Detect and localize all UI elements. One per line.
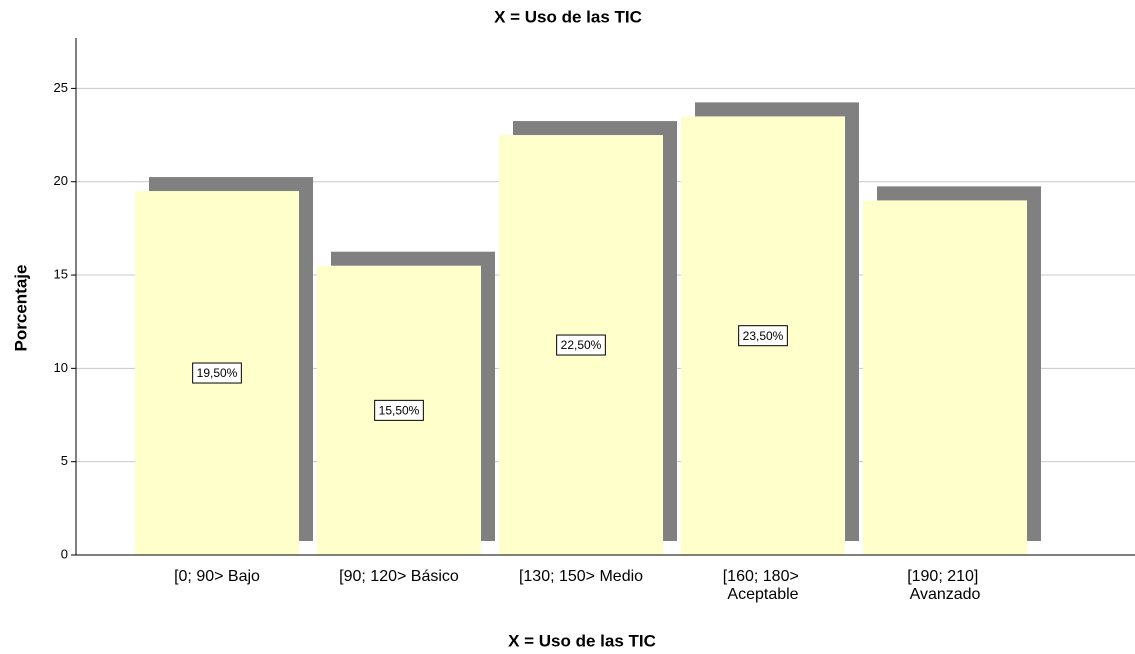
chart-title: X = Uso de las TIC xyxy=(494,7,642,26)
value-label: 19,50% xyxy=(197,366,238,380)
value-label-box xyxy=(374,399,424,421)
x-tick-label: [130; 150> Medio xyxy=(519,568,643,585)
x-tick-label: [160; 180> Aceptable xyxy=(723,568,804,603)
x-tick-label: [190; 210] Avanzado xyxy=(907,568,983,603)
y-tick-label: 0 xyxy=(61,546,68,561)
value-label-box xyxy=(738,325,788,347)
y-axis-label: Porcentaje xyxy=(11,265,30,352)
value-label: 22,50% xyxy=(561,338,602,352)
value-label-box xyxy=(556,334,606,356)
value-label: 23,50% xyxy=(743,329,784,343)
y-tick-label: 5 xyxy=(61,453,68,468)
y-tick-label: 25 xyxy=(54,80,68,95)
x-axis-label: X = Uso de las TIC xyxy=(508,631,656,650)
x-tick-label: [0; 90> Bajo xyxy=(174,568,260,585)
y-tick-label: 15 xyxy=(54,266,68,281)
value-label: 15,50% xyxy=(379,404,420,418)
y-tick-label: 20 xyxy=(54,173,68,188)
y-tick-label: 10 xyxy=(54,360,68,375)
value-label-box xyxy=(192,362,242,384)
x-tick-label: [90; 120> Básico xyxy=(339,568,459,585)
bar xyxy=(863,200,1027,555)
